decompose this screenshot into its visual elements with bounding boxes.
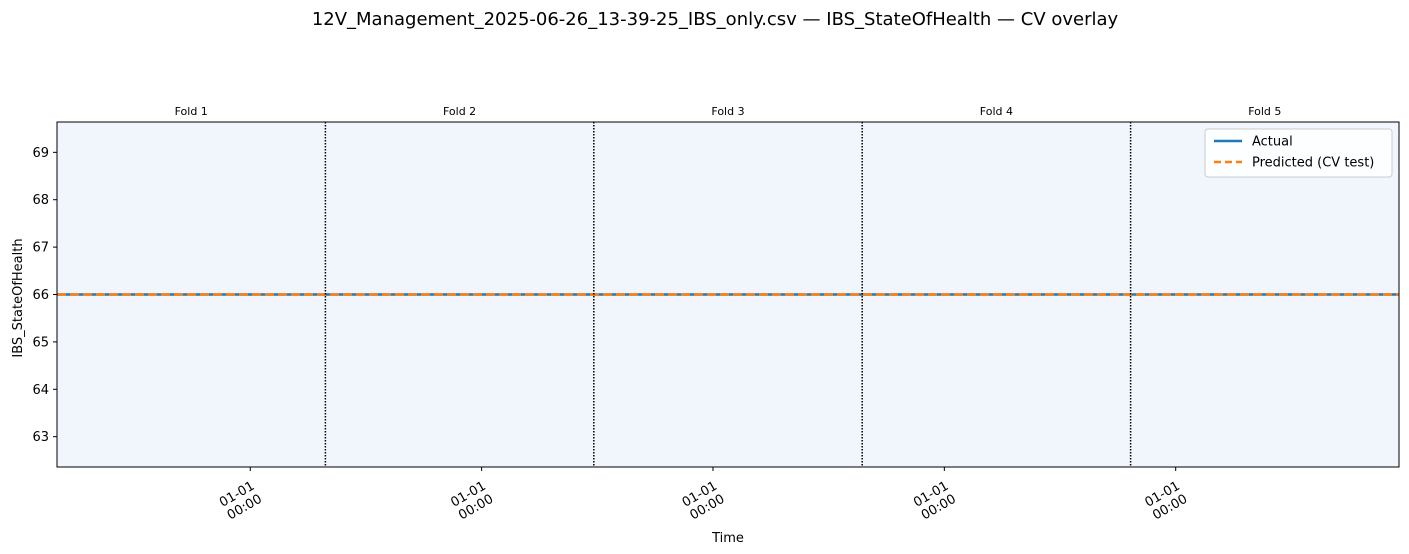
fold-labels: Fold 1 Fold 2 Fold 3 Fold 4 Fold 5 [175,105,1282,118]
y-tick-label: 66 [32,288,49,303]
legend: Actual Predicted (CV test) [1204,128,1393,178]
fold-5-label: Fold 5 [1248,105,1281,118]
fold-2-label: Fold 2 [443,105,476,118]
legend-box [1204,128,1393,178]
chart-title: 12V_Management_2025-06-26_13-39-25_IBS_o… [312,9,1119,30]
y-axis-label: IBS_StateOfHealth [11,238,26,357]
y-tick-label: 63 [32,430,49,445]
y-tick-label: 69 [32,146,49,161]
y-tick-label: 68 [32,193,49,208]
y-axis: 63 64 65 66 67 68 69 [32,146,57,445]
legend-label-actual: Actual [1252,135,1293,150]
y-tick-label: 64 [32,383,49,398]
y-tick-label: 65 [32,335,49,350]
x-axis-label: Time [711,531,744,546]
y-tick-label: 67 [32,241,49,256]
legend-label-predicted: Predicted (CV test) [1252,156,1374,171]
fold-3-label: Fold 3 [711,105,744,118]
fold-4-label: Fold 4 [980,105,1013,118]
fold-1-label: Fold 1 [175,105,208,118]
fold-separators [324,122,1132,467]
